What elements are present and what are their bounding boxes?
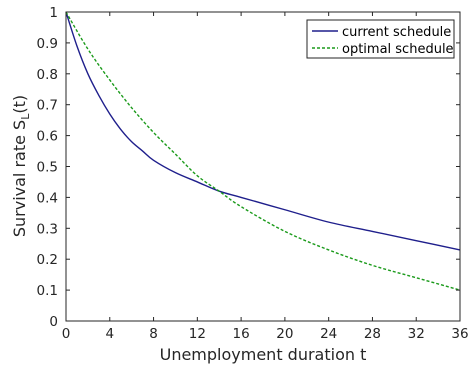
y-tick-label: 0.7 [37,98,58,114]
x-tick-label: 36 [451,326,468,342]
x-tick-label: 28 [364,326,381,342]
y-axis-label-suffix: (t) [10,95,29,114]
tick-layer: 0 4 8 12 16 20 24 28 32 36 0 0.1 0.2 0.3 0.4 0.5 0.6 0.7 0… [37,5,469,342]
y-tick-label: 0.5 [37,160,58,176]
y-tick-label: 0.2 [37,252,58,268]
legend-box [306,19,455,59]
y-tick-label: 0.4 [37,190,58,206]
y-axis-label: Survival rate SL(t) [10,95,32,237]
y-tick-label: 0 [49,314,58,330]
x-tick-label: 16 [233,326,250,342]
legend: current schedule optimal schedule [306,19,455,59]
plot-background [66,12,460,321]
y-tick-label: 0.8 [37,67,58,83]
series-line-current-schedule [65,11,461,251]
y-axis-label-main: Survival rate S [10,120,29,237]
x-tick-label: 24 [320,326,337,342]
y-tick-label: 0.1 [37,283,58,299]
y-tick-label: 0.9 [37,36,58,52]
x-tick-label: 32 [408,326,425,342]
x-axis-label: Unemployment duration t [160,345,367,364]
y-axis-label-subscript: L [19,113,32,120]
x-tick-label: 4 [105,326,114,342]
series-layer [65,11,461,291]
x-tick-label: 8 [149,326,158,342]
y-tick-label: 1 [49,5,58,21]
y-tick-label: 0.3 [37,221,58,237]
legend-label-optimal-schedule: optimal schedule [342,42,454,57]
x-tick-label: 12 [189,326,206,342]
legend-label-current-schedule: current schedule [342,25,451,40]
plot-area: 0 4 8 12 16 20 24 28 32 36 0 0.1 0.2 0.3 0.4 0.5 0.6 0.7 0… [37,5,469,342]
x-tick-label: 20 [276,326,293,342]
x-tick-label: 0 [62,326,71,342]
y-tick-label: 0.6 [37,129,58,145]
